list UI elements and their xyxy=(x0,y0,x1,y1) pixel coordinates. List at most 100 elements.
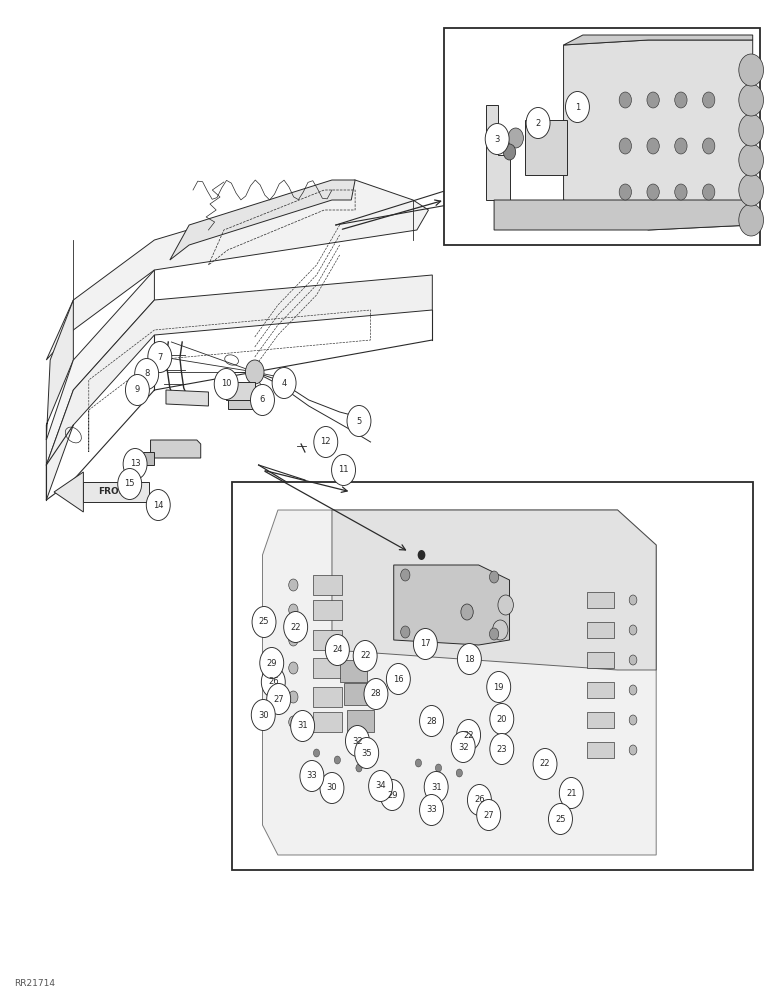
Circle shape xyxy=(146,489,170,520)
Circle shape xyxy=(703,92,715,108)
Bar xyxy=(313,687,342,707)
Text: 22: 22 xyxy=(360,652,371,660)
Text: 32: 32 xyxy=(352,736,363,746)
Circle shape xyxy=(354,641,378,672)
Circle shape xyxy=(559,778,584,808)
Bar xyxy=(344,683,371,705)
Polygon shape xyxy=(54,472,83,512)
Circle shape xyxy=(629,625,637,635)
Bar xyxy=(313,712,342,732)
Circle shape xyxy=(386,664,411,694)
Circle shape xyxy=(401,569,410,581)
Circle shape xyxy=(493,620,508,640)
Text: 23: 23 xyxy=(496,744,507,754)
Circle shape xyxy=(489,571,499,583)
Circle shape xyxy=(215,368,238,399)
Text: 17: 17 xyxy=(420,640,431,648)
Circle shape xyxy=(420,794,444,826)
Circle shape xyxy=(267,684,291,714)
Circle shape xyxy=(347,406,371,436)
Circle shape xyxy=(490,704,514,734)
Text: 30: 30 xyxy=(327,784,337,792)
Circle shape xyxy=(369,770,393,802)
Polygon shape xyxy=(143,452,154,465)
Circle shape xyxy=(703,184,715,200)
Polygon shape xyxy=(46,180,428,360)
Bar xyxy=(587,712,614,728)
Text: 4: 4 xyxy=(282,378,286,387)
Circle shape xyxy=(252,606,276,638)
Circle shape xyxy=(739,174,764,206)
Bar xyxy=(587,682,614,698)
Text: 8: 8 xyxy=(144,369,149,378)
Text: 34: 34 xyxy=(375,782,386,790)
Text: 22: 22 xyxy=(463,730,474,740)
Text: 26: 26 xyxy=(474,796,485,804)
Text: 25: 25 xyxy=(259,617,269,626)
Polygon shape xyxy=(46,275,432,500)
Circle shape xyxy=(489,628,499,640)
Circle shape xyxy=(739,144,764,176)
Circle shape xyxy=(414,629,437,660)
Text: 28: 28 xyxy=(426,716,437,726)
Text: 29: 29 xyxy=(387,790,398,800)
Circle shape xyxy=(533,748,557,780)
Bar xyxy=(587,652,614,668)
Circle shape xyxy=(457,644,482,674)
Text: 14: 14 xyxy=(153,500,164,510)
Circle shape xyxy=(647,184,659,200)
Circle shape xyxy=(364,678,388,710)
Text: 33: 33 xyxy=(426,806,437,814)
Text: 3: 3 xyxy=(495,134,499,143)
Circle shape xyxy=(619,184,631,200)
Circle shape xyxy=(313,749,320,757)
Text: 26: 26 xyxy=(268,678,279,686)
Bar xyxy=(313,630,342,650)
Polygon shape xyxy=(83,482,149,502)
Circle shape xyxy=(332,454,356,486)
Circle shape xyxy=(289,716,298,728)
Polygon shape xyxy=(564,40,753,230)
Bar xyxy=(313,575,342,595)
Circle shape xyxy=(629,595,637,605)
Circle shape xyxy=(289,604,298,616)
Circle shape xyxy=(380,780,405,810)
Circle shape xyxy=(527,107,550,138)
Circle shape xyxy=(289,662,298,674)
Circle shape xyxy=(289,691,298,703)
Text: 21: 21 xyxy=(566,788,577,798)
Bar xyxy=(232,482,753,870)
Circle shape xyxy=(320,772,344,804)
Circle shape xyxy=(124,448,147,480)
Bar xyxy=(444,28,760,245)
Circle shape xyxy=(629,745,637,755)
Text: 12: 12 xyxy=(320,438,331,446)
Text: 22: 22 xyxy=(290,622,301,632)
Circle shape xyxy=(486,123,510,154)
Circle shape xyxy=(739,54,764,86)
Circle shape xyxy=(467,784,491,816)
Text: FRONT: FRONT xyxy=(99,488,133,496)
Text: 29: 29 xyxy=(266,658,277,668)
Text: 32: 32 xyxy=(458,742,469,752)
Text: 13: 13 xyxy=(130,460,141,468)
Circle shape xyxy=(629,655,637,665)
Text: 28: 28 xyxy=(371,690,381,698)
Circle shape xyxy=(490,734,514,764)
Text: 5: 5 xyxy=(357,416,361,426)
Circle shape xyxy=(619,92,631,108)
Circle shape xyxy=(456,720,480,750)
Polygon shape xyxy=(228,400,261,409)
Text: 27: 27 xyxy=(483,810,494,820)
Circle shape xyxy=(548,804,573,834)
Polygon shape xyxy=(262,510,656,855)
Text: 35: 35 xyxy=(361,748,372,758)
Circle shape xyxy=(334,756,340,764)
Circle shape xyxy=(739,204,764,236)
Circle shape xyxy=(289,579,298,591)
Bar xyxy=(313,658,342,678)
Polygon shape xyxy=(46,300,73,440)
Circle shape xyxy=(508,128,523,148)
Circle shape xyxy=(647,138,659,154)
Circle shape xyxy=(135,359,159,389)
